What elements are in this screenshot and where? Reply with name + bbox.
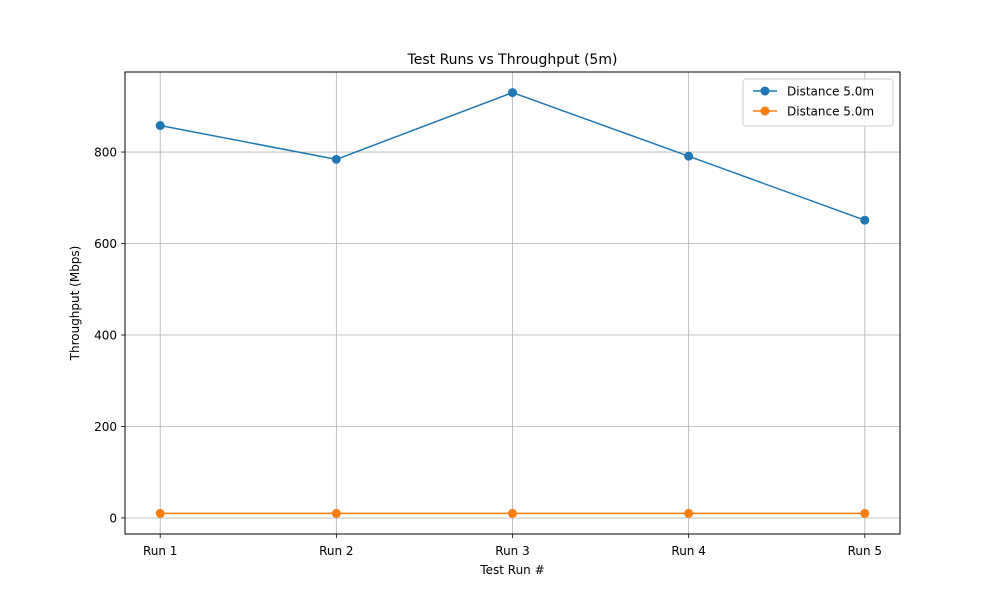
legend-series-2-marker xyxy=(760,106,770,116)
series-2-point xyxy=(860,508,870,518)
legend: Distance 5.0m Distance 5.0m xyxy=(742,78,894,127)
series-1-point xyxy=(684,151,694,161)
x-tick-label: Run 1 xyxy=(143,544,177,558)
x-axis-label: Test Run # xyxy=(479,563,544,577)
grid xyxy=(125,72,900,534)
series-2-point xyxy=(684,508,694,518)
legend-series-2-label: Distance 5.0m xyxy=(787,105,874,119)
legend-series-1-label: Distance 5.0m xyxy=(787,85,874,99)
y-axis-ticks: 0 200 400 600 800 xyxy=(94,146,125,525)
chart-title: Test Runs vs Throughput (5m) xyxy=(407,52,618,68)
series-2-point xyxy=(508,508,517,518)
series-2-point xyxy=(155,508,165,518)
x-tick-label: Run 4 xyxy=(671,544,705,558)
y-axis-label: Throughput (Mbps) xyxy=(68,246,82,362)
series-layer xyxy=(155,88,870,518)
y-tick-label: 600 xyxy=(94,237,117,251)
series-1-point xyxy=(508,88,517,98)
x-tick-label: Run 2 xyxy=(319,544,353,558)
x-tick-label: Run 3 xyxy=(495,544,529,558)
legend-box xyxy=(742,78,894,127)
x-tick-label: Run 5 xyxy=(848,544,882,558)
y-tick-label: 400 xyxy=(94,329,117,343)
series-1-point xyxy=(860,215,870,225)
series-1-point xyxy=(331,154,341,164)
series-1-point xyxy=(155,121,165,131)
y-tick-label: 0 xyxy=(109,511,117,525)
y-tick-label: 800 xyxy=(94,146,117,160)
series-2-point xyxy=(331,508,341,518)
y-tick-label: 200 xyxy=(94,420,117,434)
x-axis-ticks: Run 1 Run 2 Run 3 Run 4 Run 5 xyxy=(143,534,882,558)
legend-series-1-marker xyxy=(760,86,770,96)
